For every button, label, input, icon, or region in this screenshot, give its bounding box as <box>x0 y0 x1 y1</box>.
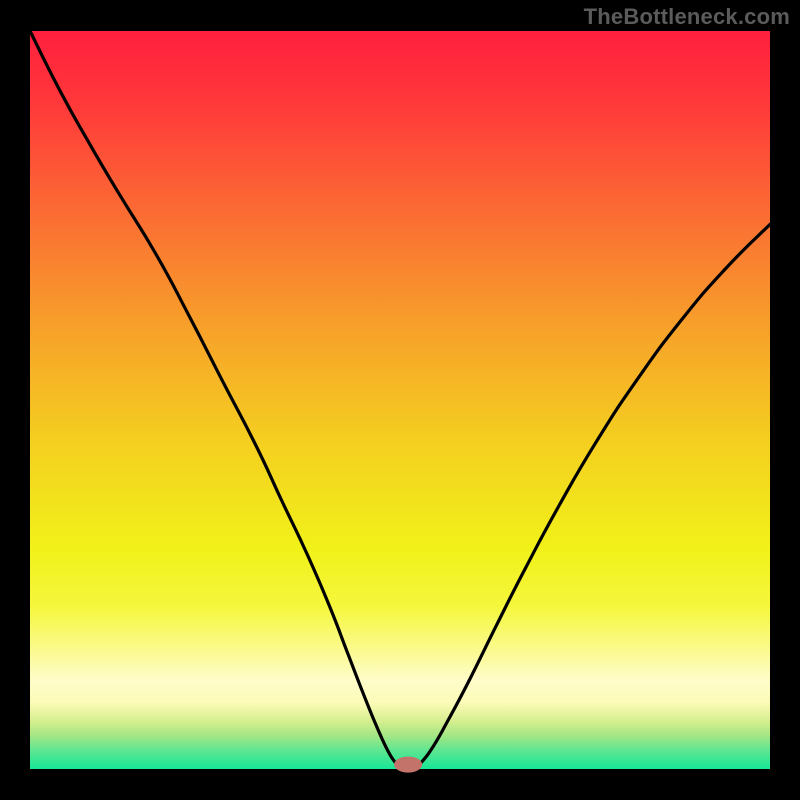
plot-background <box>30 31 770 769</box>
chart-frame: TheBottleneck.com <box>0 0 800 800</box>
bottleneck-plot <box>0 0 800 800</box>
valley-marker <box>394 757 422 773</box>
watermark-text: TheBottleneck.com <box>584 4 790 30</box>
